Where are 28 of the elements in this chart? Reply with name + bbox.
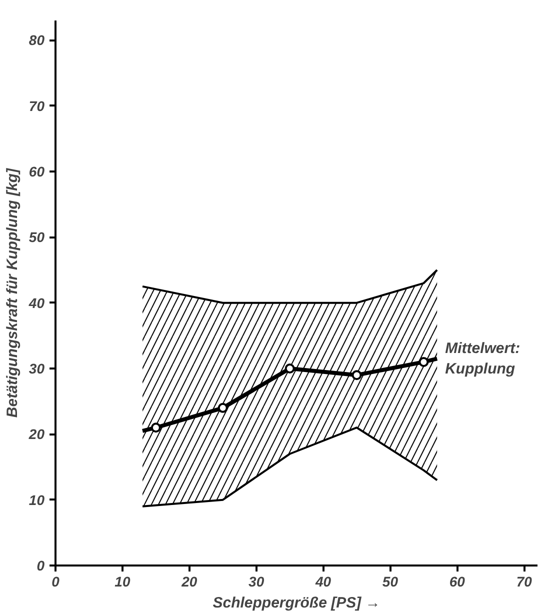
point (218, 402, 228, 413)
x-tick-label: 60 (449, 574, 466, 590)
y-tick-label: 10 (28, 492, 45, 508)
x-tick-label: 40 (314, 574, 332, 590)
y-tick-label: 60 (28, 164, 45, 180)
point (284, 364, 295, 374)
line-series (140, 356, 440, 433)
y-tick-label: 0 (36, 558, 45, 574)
x-tick-label: 30 (248, 574, 264, 590)
x-axis-title: Schleppergröße [PS] → (212, 594, 380, 612)
point (352, 370, 362, 380)
annotation: Mittelwert: Kupplung (445, 340, 520, 378)
x-tick-label: 50 (382, 574, 398, 590)
y-tick-label: 20 (28, 426, 45, 442)
y-tick-label: 30 (28, 360, 45, 377)
y-axis-title: Betätigungskraft für Kupplung [kg] (4, 167, 21, 418)
x-tick-label: 20 (180, 574, 198, 590)
y-tick-label: 40 (28, 294, 45, 311)
x-tick-label: 10 (114, 574, 130, 590)
x-tick-label: 70 (516, 574, 532, 590)
point (418, 356, 429, 367)
line-series (142, 426, 438, 508)
y-tick-label: 50 (28, 229, 45, 246)
y-tick-label: 80 (28, 32, 45, 48)
x-tick-label: 0 (52, 574, 60, 590)
point (150, 422, 161, 433)
y-tick-label: 70 (28, 98, 45, 114)
line-series (142, 269, 438, 304)
